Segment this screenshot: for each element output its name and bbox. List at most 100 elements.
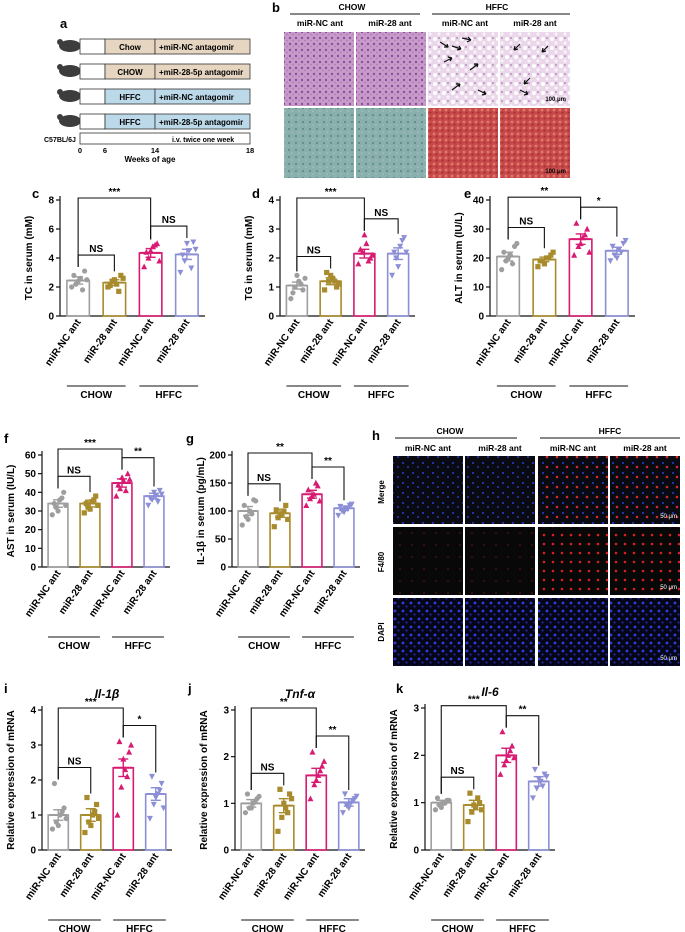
- bar-3: [333, 507, 355, 568]
- group-label-hffc: HFFC: [585, 390, 612, 401]
- design-xlabel: Weeks of age: [125, 155, 177, 164]
- if-row-dapi: DAPI: [377, 622, 386, 641]
- category-label: miR-NC ant: [43, 317, 84, 368]
- group-label-chow: CHOW: [58, 641, 90, 652]
- bar-2: [495, 754, 518, 851]
- data-point: [317, 767, 324, 774]
- bar-chart-k: 0 1 2 3 Relative expression of mRNA Il-6 miR-N…: [389, 685, 555, 932]
- data-point: [84, 794, 90, 801]
- if-row-f480: F4/80: [377, 551, 386, 572]
- significance-label: ***: [84, 438, 96, 449]
- group-label-hffc: HFFC: [315, 641, 342, 652]
- if-dapi-hffc-nc: [538, 598, 608, 666]
- y-tick-label: 1: [30, 811, 36, 822]
- design-row-3-treatment: +miR-NC antagomir: [159, 93, 234, 102]
- group-label-chow: CHOW: [252, 924, 284, 932]
- data-point: [507, 747, 514, 754]
- category-label: miR-28 ant: [506, 851, 545, 900]
- data-point: [271, 524, 277, 530]
- data-point: [334, 284, 340, 290]
- significance-bracket: [121, 457, 155, 487]
- data-point: [82, 829, 88, 836]
- panel-letter-d: d: [252, 186, 260, 201]
- data-point: [95, 815, 102, 822]
- data-point: [93, 801, 100, 808]
- y-tick-label: 20: [473, 254, 485, 265]
- data-point: [239, 522, 245, 528]
- significance-label: *: [597, 196, 601, 207]
- if-dapi-chow-nc: [393, 598, 463, 666]
- data-point: [305, 486, 312, 493]
- y-tick-label: 2: [223, 752, 229, 763]
- data-point: [434, 795, 441, 801]
- category-label: miR-28 ant: [154, 317, 193, 366]
- design-row-2: CHOW +miR-28-5p antagomir: [79, 63, 251, 80]
- y-tick-label: 6: [48, 225, 54, 236]
- data-point: [475, 795, 481, 801]
- data-point: [321, 287, 328, 293]
- data-point: [116, 288, 122, 294]
- significance-bracket: [247, 483, 281, 502]
- data-point: [546, 255, 552, 261]
- if-merge-chow-28: [465, 456, 535, 524]
- bar-chart-i: 0 1 2 3 4 Relative expression of mRNA Il-1β miR…: [6, 687, 172, 932]
- y-tick-label: 0: [30, 563, 36, 574]
- category-label: miR-NC ant: [406, 851, 447, 902]
- design-injection-note: i.v. twice one week: [172, 137, 234, 144]
- y-tick-label: 150: [209, 479, 226, 490]
- oro-image-chow-28: [356, 108, 426, 178]
- design-tick-14: 14: [151, 146, 160, 155]
- y-axis-label: Relative expression of mRNA: [6, 710, 17, 850]
- histology-col-2: miR-28 ant: [368, 18, 412, 28]
- data-point: [92, 808, 98, 815]
- design-row-2-treatment: +miR-28-5p antagomir: [159, 68, 243, 77]
- data-point: [275, 828, 281, 834]
- data-point: [158, 491, 165, 498]
- y-tick-label: 50: [215, 535, 227, 546]
- y-tick-label: 8: [48, 196, 54, 207]
- data-point: [307, 795, 314, 802]
- data-point: [355, 260, 362, 267]
- if-merge-scale-label: 50 μm: [660, 514, 677, 520]
- design-row-2-diet: CHOW: [117, 68, 143, 77]
- if-merge-chow-nc: [393, 456, 463, 524]
- data-point: [586, 249, 593, 255]
- significance-bracket: [57, 475, 91, 493]
- data-point: [369, 251, 376, 258]
- data-point: [465, 819, 471, 825]
- design-row-4-diet: HFFC: [119, 118, 141, 127]
- data-point: [69, 284, 75, 290]
- data-point: [117, 485, 124, 492]
- he-image-chow-nc: [284, 32, 354, 106]
- data-point: [279, 814, 285, 820]
- data-point: [316, 497, 323, 504]
- y-tick-label: 4: [30, 706, 36, 717]
- significance-bracket: [363, 218, 399, 234]
- group-label-hffc: HFFC: [368, 390, 395, 401]
- data-point: [573, 220, 580, 226]
- group-label-hffc: HFFC: [155, 390, 182, 401]
- data-point: [283, 502, 289, 508]
- y-tick-label: 200: [209, 451, 226, 462]
- significance-bracket: [296, 255, 332, 272]
- group-label-hffc: HFFC: [126, 924, 153, 932]
- data-point: [152, 241, 159, 248]
- data-point: [116, 738, 123, 745]
- panel-letter-k: k: [396, 681, 404, 696]
- panel-h-immunofluorescence: CHOW HFFC miR-NC ant miR-28 ant miR-NC a…: [377, 426, 680, 666]
- data-point: [285, 516, 291, 522]
- data-point: [476, 800, 483, 806]
- data-point: [438, 804, 444, 811]
- category-label: miR-28 ant: [123, 851, 162, 900]
- data-point: [114, 811, 121, 818]
- if-merge-hffc-28: [610, 456, 680, 524]
- data-point: [497, 771, 504, 777]
- bar-3: [386, 252, 410, 317]
- panel-letter-j: j: [187, 681, 192, 696]
- design-tick-6: 6: [103, 146, 107, 155]
- chart-title: Il-6: [481, 685, 499, 699]
- significance-label: NS: [89, 244, 103, 255]
- bar-2: [353, 252, 376, 317]
- significance-label: NS: [374, 208, 388, 219]
